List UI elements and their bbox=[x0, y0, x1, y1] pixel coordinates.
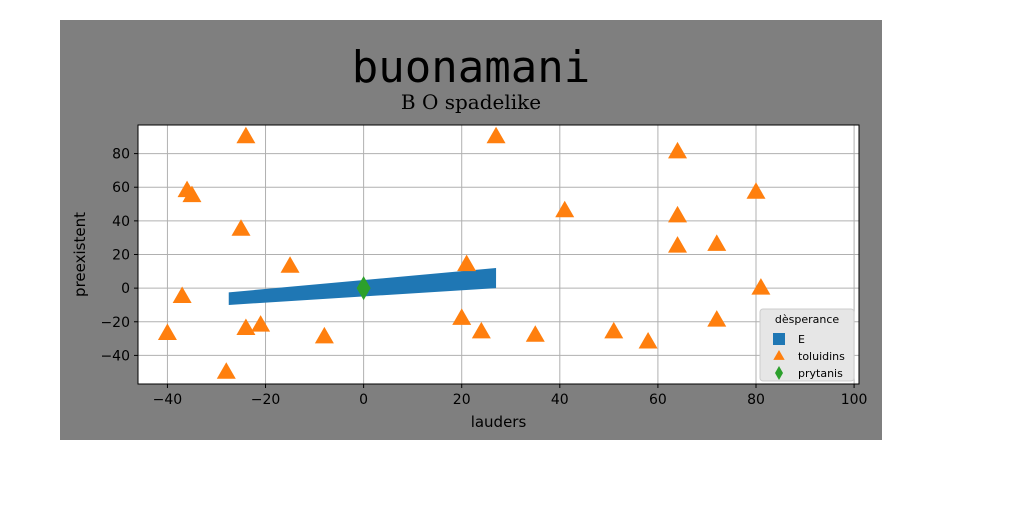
toluidins-point bbox=[707, 310, 727, 327]
legend-prytanis-swatch bbox=[775, 366, 783, 380]
legend-label: toluidins bbox=[798, 350, 845, 363]
toluidins-point bbox=[638, 331, 658, 349]
toluidins-point bbox=[486, 126, 506, 144]
legend-e-swatch bbox=[773, 333, 785, 345]
x-tick-label: 0 bbox=[359, 392, 368, 408]
y-tick-label: −20 bbox=[100, 315, 130, 331]
toluidins-point bbox=[182, 185, 202, 203]
x-tick-label: 100 bbox=[841, 392, 868, 408]
legend-title: dèsperance bbox=[775, 313, 840, 326]
toluidins-point bbox=[216, 362, 236, 379]
toluidins-point bbox=[746, 182, 766, 199]
chart-title: buonamani bbox=[351, 42, 591, 93]
prytanis-point bbox=[356, 276, 371, 301]
legend-label: prytanis bbox=[798, 367, 843, 380]
plot-frame bbox=[137, 124, 860, 385]
toluidins-point bbox=[457, 254, 477, 272]
toluidins-point bbox=[251, 315, 271, 332]
y-tick-label: 0 bbox=[121, 281, 130, 297]
y-tick-label: −40 bbox=[100, 348, 130, 364]
toluidins-point bbox=[471, 321, 491, 339]
x-tick-label: 40 bbox=[551, 392, 569, 408]
chart-svg: −40 −20 0 20 40 60 80 100 −40 −20 0 20 40 60 80 lauders… bbox=[71, 124, 868, 431]
x-tick-label: 20 bbox=[453, 392, 471, 408]
toluidins-point bbox=[525, 325, 545, 342]
y-tick-label: 60 bbox=[112, 180, 130, 196]
legend-label: E bbox=[798, 333, 805, 346]
x-tick-label: 60 bbox=[649, 392, 667, 408]
toluidins-point bbox=[236, 126, 256, 144]
x-axis-label: lauders bbox=[471, 413, 527, 431]
y-tick-label: 80 bbox=[112, 147, 130, 163]
x-tick-label: 80 bbox=[747, 392, 765, 408]
toluidins-point bbox=[668, 141, 688, 159]
toluidins-point bbox=[751, 278, 771, 295]
chart-subtitle: B O spadelike bbox=[400, 90, 542, 114]
y-tick-label: 20 bbox=[112, 248, 130, 264]
y-axis-label: preexistent bbox=[71, 212, 89, 297]
toluidins-point bbox=[604, 321, 624, 339]
y-tick-label: 40 bbox=[112, 214, 130, 230]
toluidins-point bbox=[452, 308, 472, 325]
toluidins-point bbox=[236, 318, 256, 335]
legend-toluidins-swatch bbox=[773, 350, 785, 360]
toluidins-point bbox=[231, 219, 251, 236]
x-tick-label: −20 bbox=[251, 392, 281, 408]
legend-box bbox=[759, 308, 855, 382]
toluidins-point bbox=[707, 234, 727, 251]
toluidins-point bbox=[668, 205, 688, 223]
toluidins-point bbox=[157, 323, 177, 341]
toluidins-point bbox=[668, 236, 688, 253]
toluidins-point bbox=[172, 286, 192, 304]
toluidins-point bbox=[314, 326, 334, 344]
figure: buonamani B O spadelike −40 −20 0 20 40 60 80 1… bbox=[60, 20, 882, 440]
x-tick-label: −40 bbox=[153, 392, 183, 408]
toluidins-point bbox=[555, 200, 575, 218]
toluidins-point bbox=[280, 256, 300, 273]
